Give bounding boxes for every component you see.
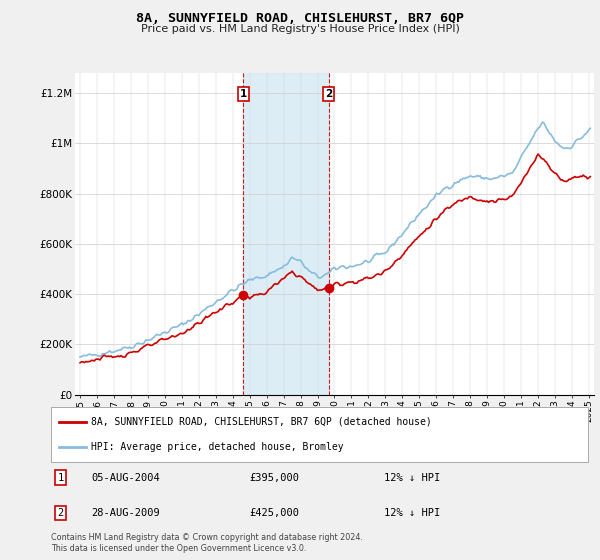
Text: 1: 1 [239,89,247,99]
Text: 12% ↓ HPI: 12% ↓ HPI [384,473,440,483]
Text: £425,000: £425,000 [250,508,299,518]
Text: 2: 2 [58,508,64,518]
Text: Contains HM Land Registry data © Crown copyright and database right 2024.
This d: Contains HM Land Registry data © Crown c… [51,533,363,553]
Text: 12% ↓ HPI: 12% ↓ HPI [384,508,440,518]
Text: 8A, SUNNYFIELD ROAD, CHISLEHURST, BR7 6QP: 8A, SUNNYFIELD ROAD, CHISLEHURST, BR7 6Q… [136,12,464,25]
Text: 05-AUG-2004: 05-AUG-2004 [91,473,160,483]
Text: Price paid vs. HM Land Registry's House Price Index (HPI): Price paid vs. HM Land Registry's House … [140,24,460,34]
Text: 28-AUG-2009: 28-AUG-2009 [91,508,160,518]
Text: £395,000: £395,000 [250,473,299,483]
Text: 1: 1 [58,473,64,483]
Text: 8A, SUNNYFIELD ROAD, CHISLEHURST, BR7 6QP (detached house): 8A, SUNNYFIELD ROAD, CHISLEHURST, BR7 6Q… [91,417,432,427]
Text: HPI: Average price, detached house, Bromley: HPI: Average price, detached house, Brom… [91,442,344,452]
Text: 2: 2 [325,89,332,99]
Bar [243,73,329,395]
